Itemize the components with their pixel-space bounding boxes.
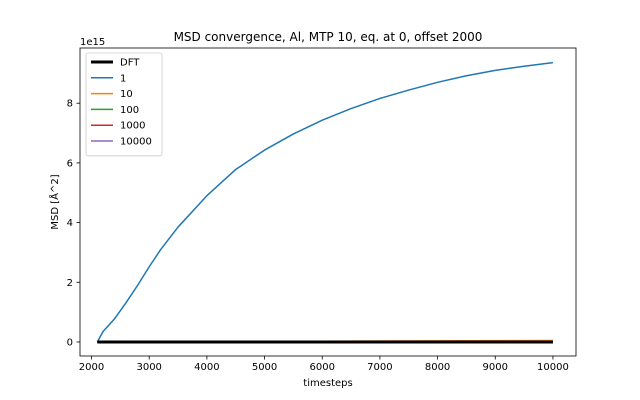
y-axis-ticks: 0 2 4 6 8 xyxy=(67,99,80,348)
legend-box xyxy=(85,52,163,157)
legend-label-1000: 1000 xyxy=(120,121,145,132)
x-tick-label: 9000 xyxy=(483,362,508,373)
legend: DFT 1 10 100 1000 10000 xyxy=(85,52,163,157)
y-tick-label: 0 xyxy=(67,337,73,348)
x-axis-ticks: 2000 3000 4000 5000 6000 7000 8000 9000 10000 xyxy=(79,356,569,373)
chart-title: MSD convergence, Al, MTP 10, eq. at 0, o… xyxy=(174,30,483,44)
x-axis-label: timesteps xyxy=(303,378,352,389)
x-tick-label: 8000 xyxy=(425,362,450,373)
x-tick-label: 6000 xyxy=(310,362,335,373)
legend-label-10: 10 xyxy=(120,89,133,100)
plot-area-frame xyxy=(79,47,577,357)
series-line-1 xyxy=(96,61,554,343)
y-axis-offset-label: 1e15 xyxy=(80,37,105,48)
x-tick-label: 10000 xyxy=(537,362,569,373)
y-tick-label: 6 xyxy=(67,158,73,169)
legend-label-100: 100 xyxy=(120,105,139,116)
x-tick-label: 7000 xyxy=(367,362,392,373)
y-axis-label: MSD [Å^2] xyxy=(48,174,61,229)
legend-label-1: 1 xyxy=(120,73,126,84)
legend-label-DFT: DFT xyxy=(120,58,140,69)
x-tick-label: 2000 xyxy=(79,362,104,373)
y-tick-label: 4 xyxy=(67,218,73,229)
y-tick-label: 2 xyxy=(67,278,73,289)
y-tick-label: 8 xyxy=(67,99,73,110)
x-tick-label: 3000 xyxy=(136,362,161,373)
x-tick-label: 4000 xyxy=(194,362,219,373)
legend-label-10000: 10000 xyxy=(120,137,152,148)
x-tick-label: 5000 xyxy=(252,362,277,373)
series-layer xyxy=(96,61,554,344)
